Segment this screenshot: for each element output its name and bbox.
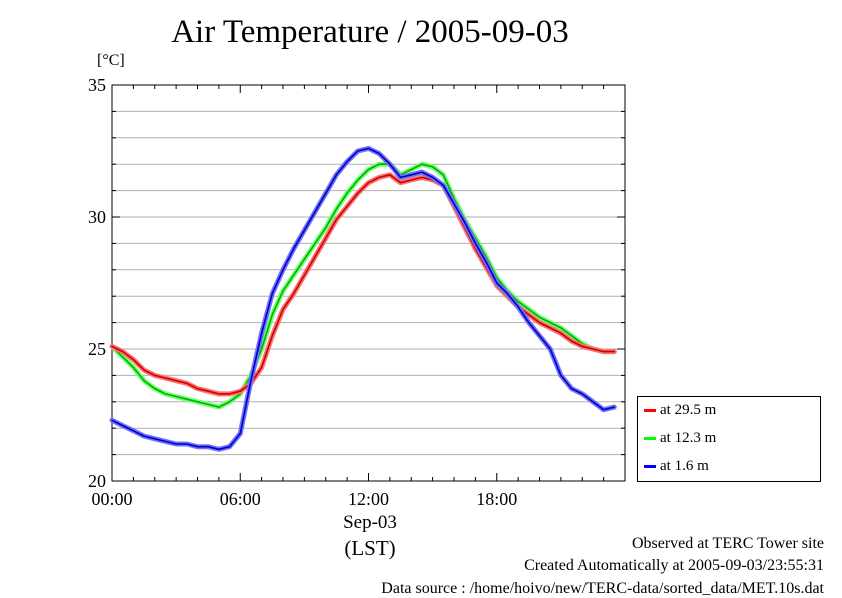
chart-title: Air Temperature / 2005-09-03 [171,14,569,50]
x-axis-date-label: Sep-03 [343,512,397,533]
note-observed-site: Observed at TERC Tower site [631,535,824,552]
y-tick-label: 35 [88,75,106,95]
legend-label: at 1.6 m [660,458,709,474]
x-tick-label: 00:00 [91,489,132,509]
legend-swatch-red [644,409,656,413]
y-tick-label: 25 [88,339,106,359]
note-data-source: Data source : /home/hoivo/new/TERC-data/… [381,580,824,597]
x-tick-label: 06:00 [220,489,261,509]
series-line [111,174,616,395]
series-line-halo [109,172,617,397]
series-line [111,163,616,408]
series-line [111,147,616,451]
legend-item-1-6m: at 1.6 m [644,458,709,478]
y-tick-label: 20 [88,471,106,491]
x-tick-label: 18:00 [476,489,517,509]
note-created-time: Created Automatically at 2005-09-03/23:5… [524,557,824,574]
y-axis-unit-label: [°C] [97,52,125,69]
legend-item-29-5m: at 29.5 m [644,402,716,422]
legend-label: at 12.3 m [660,430,717,446]
legend-swatch-green [644,437,656,441]
legend: at 29.5 m at 12.3 m at 1.6 m [637,396,821,482]
x-tick-label: 12:00 [348,489,389,509]
series-line-halo [109,145,617,452]
series-line-halo [109,161,617,410]
legend-swatch-blue [644,465,656,469]
y-tick-label: 30 [88,207,106,227]
plot-frame [111,84,626,482]
x-axis-timezone-label: (LST) [344,536,396,560]
legend-item-12-3m: at 12.3 m [644,430,716,450]
legend-label: at 29.5 m [660,402,717,418]
